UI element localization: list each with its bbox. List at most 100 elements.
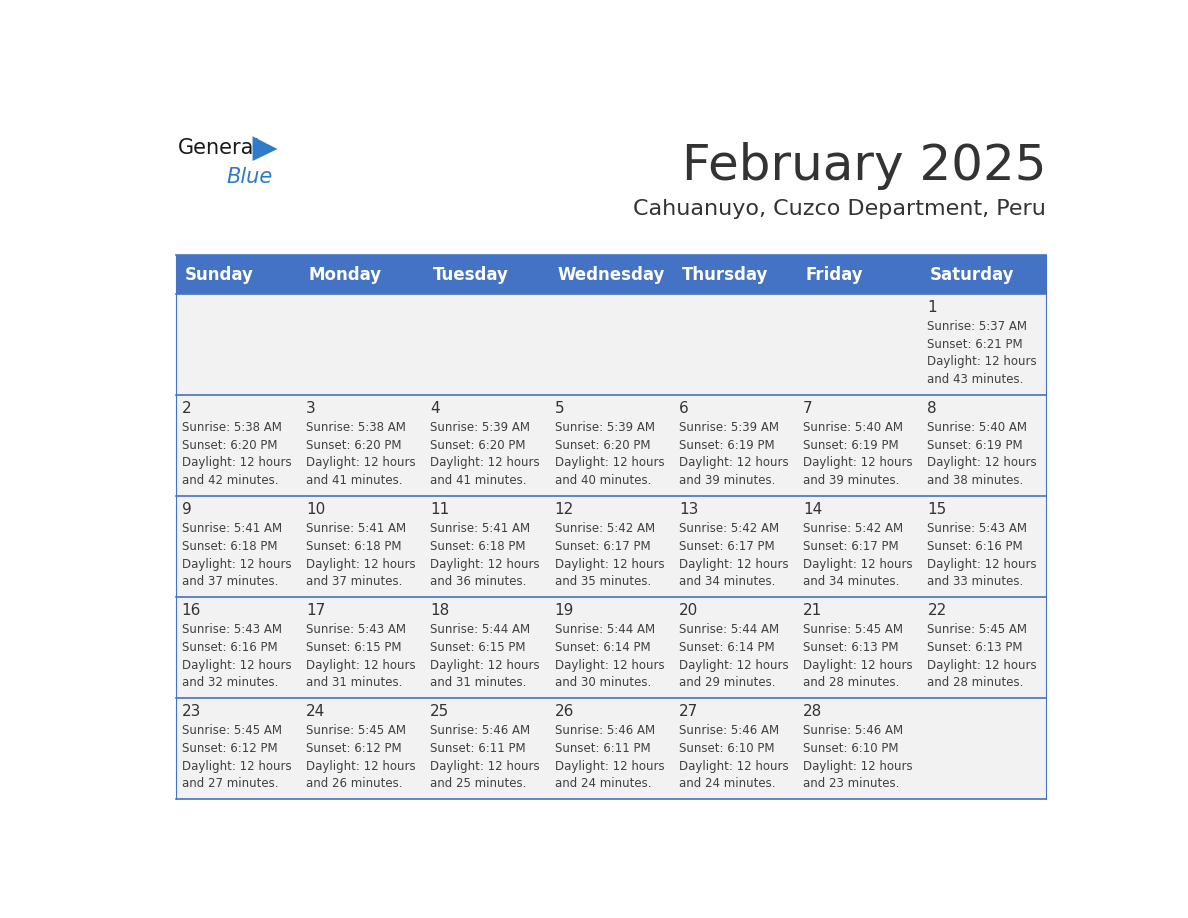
Text: February 2025: February 2025 xyxy=(682,142,1047,190)
Text: and 38 minutes.: and 38 minutes. xyxy=(928,475,1024,487)
Text: Tuesday: Tuesday xyxy=(432,265,508,284)
Bar xyxy=(922,497,1047,598)
Bar xyxy=(301,699,424,800)
Bar xyxy=(922,598,1047,699)
Text: Daylight: 12 hours: Daylight: 12 hours xyxy=(182,557,291,570)
Text: Sunset: 6:10 PM: Sunset: 6:10 PM xyxy=(803,742,898,755)
Text: and 37 minutes.: and 37 minutes. xyxy=(182,576,278,588)
Text: Sunset: 6:17 PM: Sunset: 6:17 PM xyxy=(678,540,775,553)
Text: and 39 minutes.: and 39 minutes. xyxy=(678,475,776,487)
Text: Cahuanuyo, Cuzco Department, Peru: Cahuanuyo, Cuzco Department, Peru xyxy=(633,198,1047,218)
Text: Sunset: 6:13 PM: Sunset: 6:13 PM xyxy=(803,641,898,654)
Text: Sunrise: 5:38 AM: Sunrise: 5:38 AM xyxy=(182,421,282,434)
Text: Sunset: 6:10 PM: Sunset: 6:10 PM xyxy=(678,742,775,755)
Text: Sunset: 6:13 PM: Sunset: 6:13 PM xyxy=(928,641,1023,654)
Text: Saturday: Saturday xyxy=(930,265,1015,284)
Bar xyxy=(301,396,424,497)
Text: and 32 minutes.: and 32 minutes. xyxy=(182,677,278,689)
Text: Sunday: Sunday xyxy=(184,265,253,284)
Text: and 36 minutes.: and 36 minutes. xyxy=(430,576,526,588)
Text: Sunset: 6:17 PM: Sunset: 6:17 PM xyxy=(803,540,899,553)
Bar xyxy=(674,396,797,497)
Text: Sunrise: 5:45 AM: Sunrise: 5:45 AM xyxy=(928,623,1028,636)
Bar xyxy=(425,699,549,800)
Text: Sunset: 6:16 PM: Sunset: 6:16 PM xyxy=(928,540,1023,553)
Text: Daylight: 12 hours: Daylight: 12 hours xyxy=(307,557,416,570)
Bar xyxy=(922,699,1047,800)
Text: Daylight: 12 hours: Daylight: 12 hours xyxy=(928,355,1037,368)
Text: and 24 minutes.: and 24 minutes. xyxy=(678,778,776,790)
Text: Sunrise: 5:44 AM: Sunrise: 5:44 AM xyxy=(555,623,655,636)
Bar xyxy=(549,497,674,598)
Text: and 34 minutes.: and 34 minutes. xyxy=(803,576,899,588)
Text: Sunrise: 5:38 AM: Sunrise: 5:38 AM xyxy=(307,421,406,434)
Text: 23: 23 xyxy=(182,704,201,719)
Text: Daylight: 12 hours: Daylight: 12 hours xyxy=(555,759,664,773)
Text: Sunset: 6:12 PM: Sunset: 6:12 PM xyxy=(307,742,402,755)
Text: Daylight: 12 hours: Daylight: 12 hours xyxy=(803,557,912,570)
Text: Sunset: 6:16 PM: Sunset: 6:16 PM xyxy=(182,641,277,654)
Text: Sunset: 6:14 PM: Sunset: 6:14 PM xyxy=(678,641,775,654)
Text: Daylight: 12 hours: Daylight: 12 hours xyxy=(678,759,789,773)
Bar xyxy=(674,295,797,396)
Bar xyxy=(674,497,797,598)
Text: Sunrise: 5:46 AM: Sunrise: 5:46 AM xyxy=(678,724,779,737)
Text: Sunrise: 5:43 AM: Sunrise: 5:43 AM xyxy=(182,623,282,636)
Text: 7: 7 xyxy=(803,401,813,416)
Text: 4: 4 xyxy=(430,401,440,416)
Text: and 24 minutes.: and 24 minutes. xyxy=(555,778,651,790)
Text: Sunrise: 5:39 AM: Sunrise: 5:39 AM xyxy=(430,421,530,434)
Text: Daylight: 12 hours: Daylight: 12 hours xyxy=(307,759,416,773)
Text: Daylight: 12 hours: Daylight: 12 hours xyxy=(678,658,789,672)
Bar xyxy=(425,396,549,497)
Text: 19: 19 xyxy=(555,603,574,618)
Text: 6: 6 xyxy=(678,401,689,416)
Text: 25: 25 xyxy=(430,704,449,719)
Text: 9: 9 xyxy=(182,502,191,517)
Text: and 42 minutes.: and 42 minutes. xyxy=(182,475,278,487)
Polygon shape xyxy=(253,136,278,161)
Text: Daylight: 12 hours: Daylight: 12 hours xyxy=(555,658,664,672)
Text: General: General xyxy=(178,139,260,159)
Text: Sunset: 6:19 PM: Sunset: 6:19 PM xyxy=(678,439,775,452)
Text: and 23 minutes.: and 23 minutes. xyxy=(803,778,899,790)
Bar xyxy=(797,497,922,598)
Text: Sunrise: 5:41 AM: Sunrise: 5:41 AM xyxy=(182,522,282,535)
Text: Daylight: 12 hours: Daylight: 12 hours xyxy=(678,456,789,469)
Text: Sunset: 6:14 PM: Sunset: 6:14 PM xyxy=(555,641,650,654)
Text: Daylight: 12 hours: Daylight: 12 hours xyxy=(307,456,416,469)
Text: Sunset: 6:11 PM: Sunset: 6:11 PM xyxy=(430,742,526,755)
Text: Daylight: 12 hours: Daylight: 12 hours xyxy=(182,456,291,469)
Bar xyxy=(176,295,301,396)
Text: Sunrise: 5:45 AM: Sunrise: 5:45 AM xyxy=(307,724,406,737)
Bar xyxy=(176,598,301,699)
Text: Sunset: 6:15 PM: Sunset: 6:15 PM xyxy=(307,641,402,654)
Bar xyxy=(797,699,922,800)
Text: and 28 minutes.: and 28 minutes. xyxy=(928,677,1024,689)
Text: and 30 minutes.: and 30 minutes. xyxy=(555,677,651,689)
Text: Sunrise: 5:45 AM: Sunrise: 5:45 AM xyxy=(803,623,903,636)
Text: Sunrise: 5:41 AM: Sunrise: 5:41 AM xyxy=(307,522,406,535)
Text: and 29 minutes.: and 29 minutes. xyxy=(678,677,776,689)
Bar xyxy=(674,598,797,699)
Text: Sunrise: 5:44 AM: Sunrise: 5:44 AM xyxy=(430,623,530,636)
Text: Sunset: 6:11 PM: Sunset: 6:11 PM xyxy=(555,742,650,755)
Text: and 26 minutes.: and 26 minutes. xyxy=(307,778,403,790)
Bar xyxy=(797,598,922,699)
Text: Daylight: 12 hours: Daylight: 12 hours xyxy=(430,557,539,570)
Bar xyxy=(301,598,424,699)
Text: Daylight: 12 hours: Daylight: 12 hours xyxy=(430,658,539,672)
Bar xyxy=(922,396,1047,497)
Text: Sunset: 6:15 PM: Sunset: 6:15 PM xyxy=(430,641,526,654)
Text: and 25 minutes.: and 25 minutes. xyxy=(430,778,526,790)
Text: Daylight: 12 hours: Daylight: 12 hours xyxy=(678,557,789,570)
Text: 17: 17 xyxy=(307,603,326,618)
Text: 20: 20 xyxy=(678,603,699,618)
Bar xyxy=(797,396,922,497)
Text: Sunrise: 5:46 AM: Sunrise: 5:46 AM xyxy=(803,724,903,737)
Text: Sunset: 6:19 PM: Sunset: 6:19 PM xyxy=(928,439,1023,452)
Text: Daylight: 12 hours: Daylight: 12 hours xyxy=(555,456,664,469)
Bar xyxy=(301,497,424,598)
Text: Sunrise: 5:42 AM: Sunrise: 5:42 AM xyxy=(803,522,903,535)
Bar xyxy=(425,497,549,598)
